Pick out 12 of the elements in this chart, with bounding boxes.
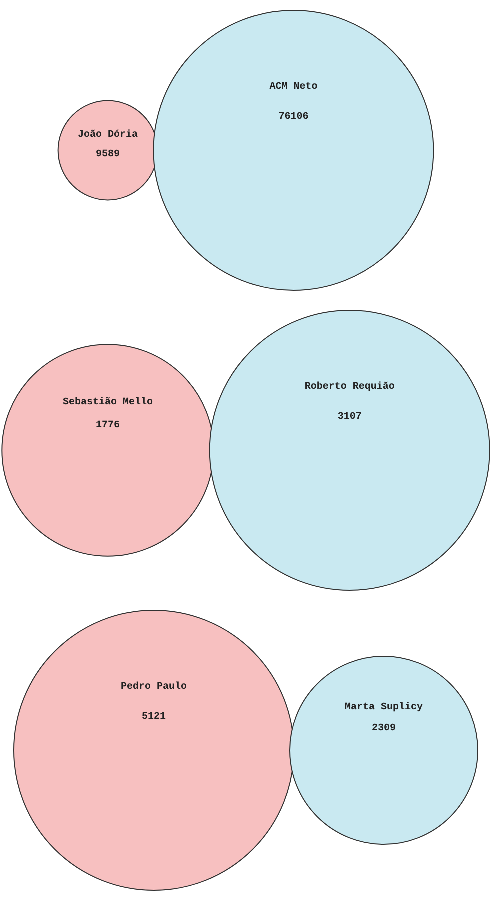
series-label: Roberto Requião	[304, 381, 395, 393]
series-label: ACM Neto	[270, 82, 318, 93]
data-label: 76106	[278, 112, 309, 123]
series-label: João Dória	[78, 129, 138, 142]
series-label: Pedro Paulo	[120, 681, 188, 693]
data-label: 3107	[338, 412, 362, 423]
data-label: 1776	[96, 420, 120, 432]
series-label: Sebastião Mello	[62, 396, 154, 408]
data-label: 2309	[372, 724, 396, 734]
data-label: 9589	[96, 149, 120, 160]
series-label: Marta Suplicy	[344, 702, 424, 714]
data-label: 5121	[142, 712, 166, 723]
